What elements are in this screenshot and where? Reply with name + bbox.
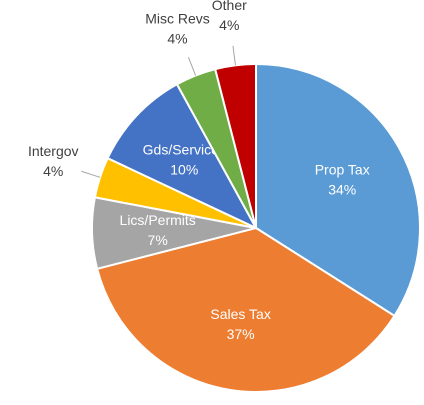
slice-value-label: 34% [328, 181, 356, 197]
slice-label: Misc Revs [145, 10, 210, 26]
leader-line [187, 57, 197, 76]
pie-slice [213, 62, 257, 229]
slice-value-label: 7% [148, 232, 168, 248]
slice-value-label: 4% [43, 163, 63, 179]
slice-value-label: 4% [167, 30, 187, 46]
leader-line [232, 45, 236, 66]
slice-value-label: 4% [219, 17, 239, 33]
slice-value-label: 10% [170, 161, 198, 177]
slice-label: Sales Tax [210, 306, 270, 322]
slice-label: Other [212, 0, 247, 13]
slice-label: Intergov [28, 143, 79, 159]
slice-value-label: 37% [227, 326, 255, 342]
slice-label: Prop Tax [315, 161, 370, 177]
leader-line [81, 170, 101, 178]
slice-label: Lics/Permits [120, 212, 196, 228]
pie-slice [95, 226, 396, 393]
pie-slice [106, 82, 259, 231]
slice-label: Gds/Services [143, 141, 226, 157]
